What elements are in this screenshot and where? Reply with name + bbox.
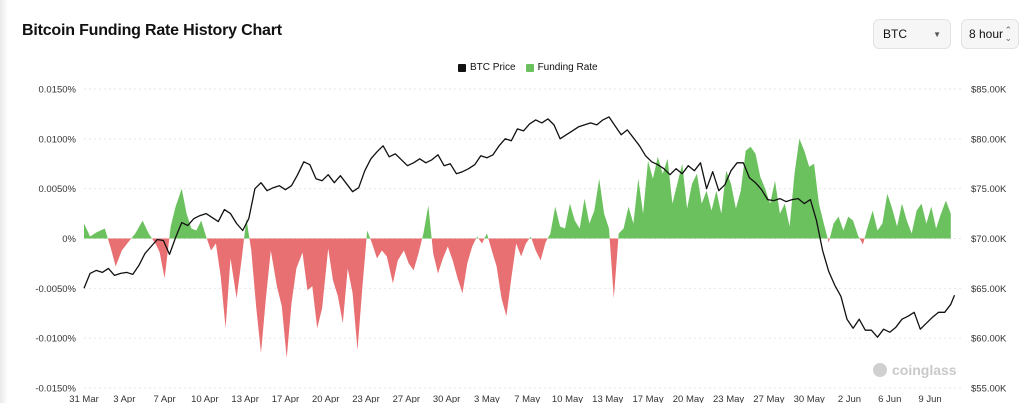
caret-down-icon: ▼ <box>933 29 941 39</box>
y-axis-left: -0.0150% -0.0100% -0.0050% 0% 0.0050% 0.0100%… <box>35 85 76 395</box>
legend-funding-label: Funding Rate <box>537 62 598 73</box>
x-tick-label: 17 Apr <box>272 394 299 403</box>
coin-select-value: BTC <box>883 27 907 41</box>
y-right-tick-label: $65.00K <box>971 284 1007 295</box>
interval-select-value: 8 hour <box>969 27 1004 41</box>
x-tick-label: 9 Jun <box>918 394 941 403</box>
x-tick-label: 6 Jun <box>878 394 901 403</box>
y-left-tick-label: -0.0150% <box>35 384 76 395</box>
price-line <box>83 116 956 338</box>
legend-price-label: BTC Price <box>470 62 516 73</box>
interval-select[interactable]: 8 hour ⌃ ⌄ <box>961 19 1019 49</box>
y-left-tick-label: 0% <box>62 234 76 245</box>
legend-price-swatch <box>458 63 466 72</box>
x-tick-label: 23 Apr <box>352 394 379 403</box>
legend-item-price[interactable]: BTC Price <box>458 62 516 73</box>
y-left-tick-label: 0.0050% <box>38 184 76 195</box>
coinglass-logo-icon <box>873 363 887 377</box>
funding-positive-area <box>84 138 951 239</box>
legend-funding-swatch <box>525 63 534 72</box>
funding-area <box>84 138 951 359</box>
x-tick-label: 13 Apr <box>231 394 258 403</box>
x-tick-label: 13 May <box>592 394 623 403</box>
x-tick-label: 3 May <box>474 394 500 403</box>
x-tick-label: 7 Apr <box>153 394 175 403</box>
x-tick-label: 20 May <box>673 394 704 403</box>
left-edge-shadow <box>0 0 8 403</box>
y-left-tick-label: -0.0050% <box>35 284 76 295</box>
btc-price-line <box>83 116 956 338</box>
x-tick-label: 30 May <box>794 394 825 403</box>
x-tick-label: 27 Apr <box>393 394 420 403</box>
x-axis: 31 Mar 3 Apr 7 Apr 10 Apr 13 Apr 17 Apr 20 Apr… <box>69 394 941 403</box>
watermark-text: coinglass <box>892 362 957 378</box>
y-left-tick-label: -0.0100% <box>35 334 76 345</box>
y-right-tick-label: $75.00K <box>971 184 1007 195</box>
x-tick-label: 10 Apr <box>191 394 218 403</box>
page-title: Bitcoin Funding Rate History Chart <box>22 22 282 39</box>
y-right-tick-label: $55.00K <box>971 384 1007 395</box>
y-right-tick-label: $85.00K <box>971 85 1007 96</box>
up-down-chevron-icon: ⌃ ⌄ <box>1004 25 1012 43</box>
funding-negative-area <box>84 238 951 359</box>
chart-legend: BTC Price Funding Rate <box>458 62 598 73</box>
x-tick-label: 31 Mar <box>69 394 99 403</box>
x-tick-label: 17 May <box>632 394 663 403</box>
x-tick-label: 27 May <box>753 394 784 403</box>
x-tick-label: 20 Apr <box>312 394 339 403</box>
x-tick-label: 2 Jun <box>838 394 861 403</box>
y-left-tick-label: 0.0100% <box>38 134 76 145</box>
y-axis-right: $55.00K $60.00K $65.00K $70.00K $75.00K $80.0… <box>971 85 1007 395</box>
x-tick-label: 7 May <box>514 394 540 403</box>
y-right-tick-label: $60.00K <box>971 334 1007 345</box>
y-right-tick-label: $70.00K <box>971 234 1007 245</box>
legend-item-funding[interactable]: Funding Rate <box>525 62 598 73</box>
coin-select[interactable]: BTC ▼ <box>873 19 951 49</box>
x-tick-label: 3 Apr <box>113 394 135 403</box>
x-tick-label: 23 May <box>713 394 744 403</box>
x-tick-label: 30 Apr <box>433 394 460 403</box>
y-left-tick-label: 0.0150% <box>38 85 76 96</box>
x-tick-label: 10 May <box>552 394 583 403</box>
y-right-tick-label: $80.00K <box>971 134 1007 145</box>
coinglass-watermark: coinglass <box>873 362 957 378</box>
